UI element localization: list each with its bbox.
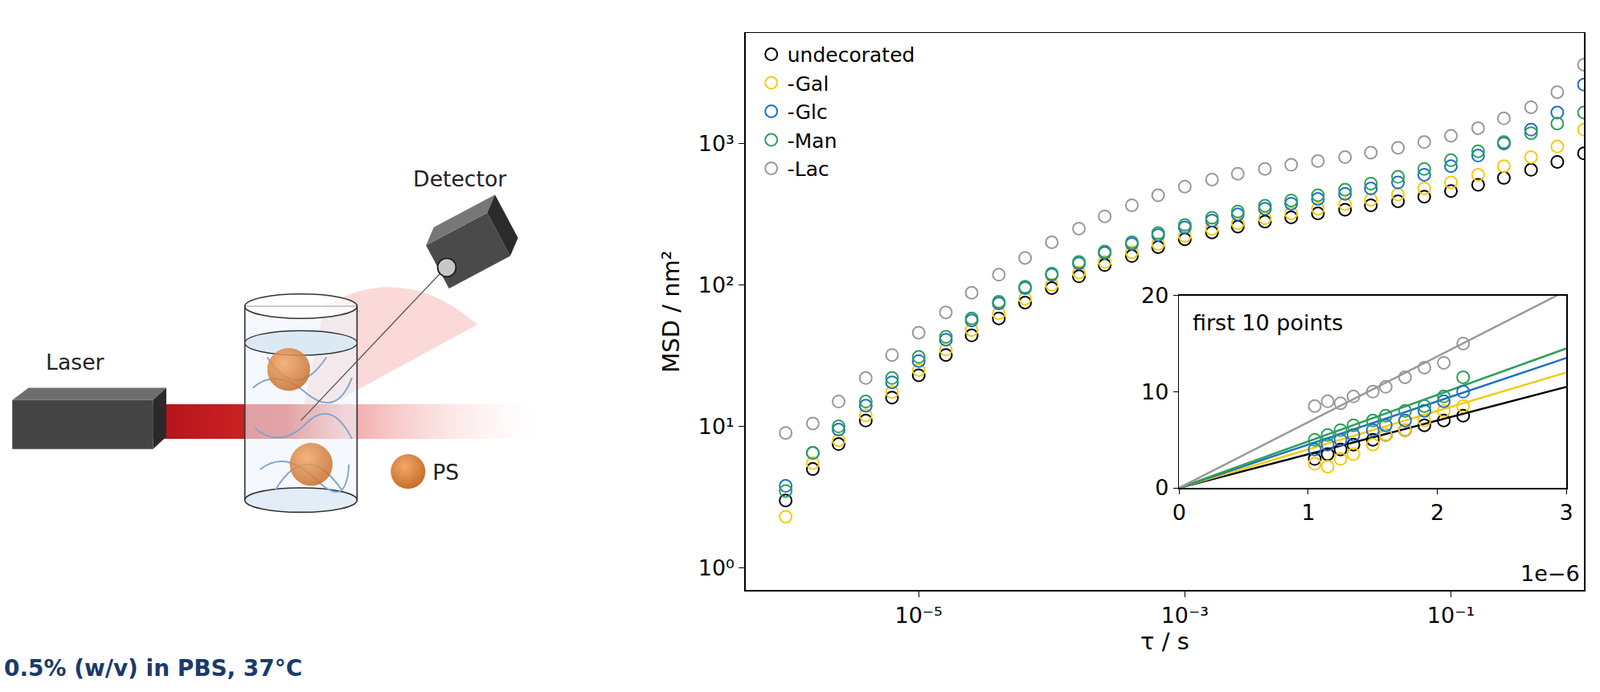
svg-text:0: 0: [1154, 474, 1169, 500]
svg-text:-Man: -Man: [787, 129, 838, 153]
svg-text:10³: 10³: [698, 130, 735, 156]
svg-text:1: 1: [1301, 499, 1315, 525]
svg-text:0: 0: [1172, 499, 1187, 525]
svg-text:3: 3: [1559, 499, 1574, 525]
svg-text:undecorated: undecorated: [787, 43, 916, 67]
svg-text:1e−6: 1e−6: [1520, 560, 1580, 586]
svg-text:-Lac: -Lac: [787, 157, 830, 181]
svg-text:Laser: Laser: [45, 349, 104, 375]
svg-text:2: 2: [1430, 499, 1445, 525]
svg-text:τ / s: τ / s: [1140, 627, 1190, 655]
svg-text:10⁻¹: 10⁻¹: [1427, 602, 1475, 628]
svg-text:0.5% (w/v) in PBS, 37°C: 0.5% (w/v) in PBS, 37°C: [4, 654, 303, 682]
svg-text:PS: PS: [432, 459, 459, 485]
svg-text:10⁻⁵: 10⁻⁵: [895, 602, 943, 628]
svg-text:10²: 10²: [698, 272, 735, 298]
svg-text:-Gal: -Gal: [787, 72, 830, 96]
svg-text:10¹: 10¹: [698, 413, 735, 439]
svg-text:-Glc: -Glc: [787, 100, 828, 124]
svg-text:10: 10: [1141, 379, 1169, 405]
svg-text:Detector: Detector: [413, 166, 507, 192]
svg-text:MSD / nm²: MSD / nm²: [657, 250, 685, 373]
svg-text:20: 20: [1141, 282, 1169, 308]
svg-text:10⁰: 10⁰: [698, 555, 735, 581]
svg-text:10⁻³: 10⁻³: [1161, 602, 1209, 628]
svg-text:first 10 points: first 10 points: [1192, 310, 1343, 336]
